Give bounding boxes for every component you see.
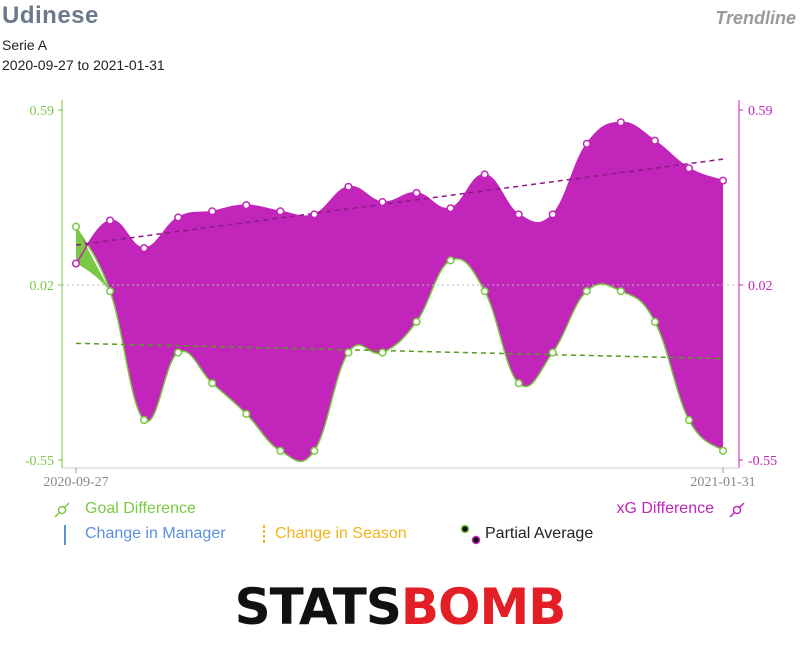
left-tick-label: 0.59 xyxy=(30,104,55,119)
goal-difference-point xyxy=(412,317,421,326)
xg-difference-point xyxy=(208,207,217,216)
xg-difference-point xyxy=(106,216,115,225)
goal-difference-point xyxy=(548,348,557,357)
xg-difference-line xyxy=(75,121,724,264)
legend-goal-difference[interactable]: Goal Difference xyxy=(85,500,196,517)
x-tick-label-start: 2020-09-27 xyxy=(43,475,108,490)
legend-icons-layer xyxy=(54,502,745,545)
chart-kind-label: Trendline xyxy=(715,8,796,28)
legend-xg-difference[interactable]: xG Difference xyxy=(616,500,714,517)
lines-layer xyxy=(75,121,724,463)
xg-difference-point xyxy=(480,170,489,179)
xg-difference-point xyxy=(310,210,319,219)
xg-difference-point xyxy=(378,198,387,207)
goal-difference-point xyxy=(616,287,625,296)
xg-difference-point xyxy=(412,188,421,197)
legend-partial-average[interactable]: Partial Average xyxy=(485,525,594,542)
xg-legend-icon-dot xyxy=(732,505,742,515)
date-range-label: 2020-09-27 to 2021-01-31 xyxy=(2,57,165,73)
goal-difference-point xyxy=(650,317,659,326)
points-layer xyxy=(71,118,728,455)
xg-difference-point xyxy=(548,210,557,219)
competition-label: Serie A xyxy=(2,37,48,53)
goal-difference-point xyxy=(106,287,115,296)
xg-difference-point xyxy=(718,176,728,185)
logo-text-stats: STATS xyxy=(234,578,402,636)
xg-difference-point xyxy=(616,118,625,127)
xg-difference-point xyxy=(446,204,455,213)
goal-difference-point xyxy=(344,348,353,357)
goal-difference-point xyxy=(310,446,319,455)
x-tick-label-end: 2021-01-31 xyxy=(690,475,755,490)
goal-difference-point xyxy=(718,446,728,455)
legend-change-in-season[interactable]: Change in Season xyxy=(275,525,407,542)
goal-difference-point xyxy=(174,348,183,357)
xg-difference-point xyxy=(582,139,591,148)
xg-difference-point xyxy=(71,259,81,268)
goal-difference-line xyxy=(75,226,724,463)
partial-average-xg-dot xyxy=(471,535,481,545)
goal-legend-icon-dot xyxy=(57,505,67,515)
goal-difference-point xyxy=(208,379,217,388)
right-tick-label: -0.55 xyxy=(748,454,777,469)
goal-difference-point xyxy=(514,379,523,388)
right-tick-label: 0.59 xyxy=(748,104,773,119)
goal-difference-area xyxy=(76,226,111,292)
goal-difference-point xyxy=(378,348,387,357)
goal-difference-point xyxy=(71,222,81,231)
partial-average-goal-dot xyxy=(460,524,470,534)
left-tick-label: -0.55 xyxy=(25,454,54,469)
goal-difference-point xyxy=(446,256,455,265)
xg-difference-trend xyxy=(75,158,724,246)
labels-layer: 0.59 0.59 0.02 0.02 -0.55 -0.55 2020-09-27 2021… xyxy=(25,104,777,490)
goal-difference-point xyxy=(684,416,693,425)
axes-layer xyxy=(58,100,743,473)
right-tick-label: 0.02 xyxy=(748,279,773,294)
statsbomb-logo: STATSBOMB xyxy=(0,578,800,636)
xg-difference-point xyxy=(276,207,285,216)
xg-difference-point xyxy=(344,182,353,191)
area-layer xyxy=(76,122,723,462)
goal-difference-point xyxy=(276,446,285,455)
xg-difference-point xyxy=(514,210,523,219)
logo-text-bomb: BOMB xyxy=(400,578,566,636)
goal-difference-point xyxy=(480,287,489,296)
goal-difference-point xyxy=(582,287,591,296)
xg-difference-point xyxy=(242,201,251,210)
team-name: Udinese xyxy=(2,2,99,29)
goal-difference-point xyxy=(242,409,251,418)
legend-change-in-manager[interactable]: Change in Manager xyxy=(85,525,226,542)
xg-difference-point xyxy=(174,213,183,222)
xg-difference-point xyxy=(140,244,149,253)
xg-difference-point xyxy=(650,136,659,145)
goal-difference-point xyxy=(140,416,149,425)
left-tick-label: 0.02 xyxy=(30,279,55,294)
xg-difference-area xyxy=(76,122,723,462)
xg-difference-point xyxy=(684,164,693,173)
